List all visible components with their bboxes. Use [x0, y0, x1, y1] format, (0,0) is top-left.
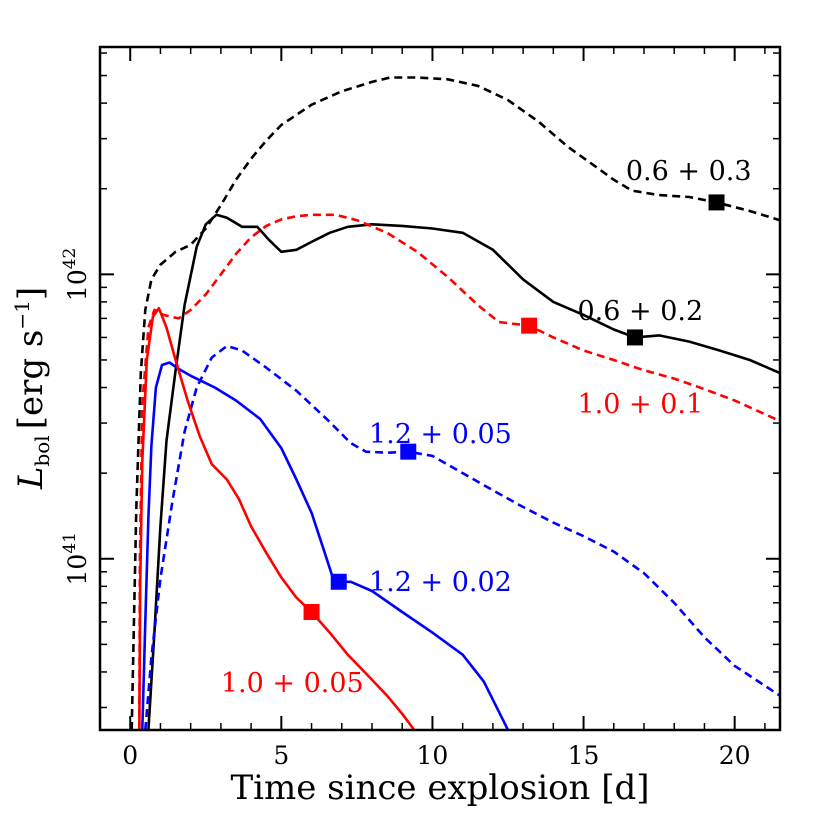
series-label-0-6-0-3: 0.6 + 0.3 — [626, 156, 752, 187]
series-label-1-0-0-1: 1.0 + 0.1 — [578, 389, 704, 420]
x-tick-label: 15 — [568, 741, 600, 770]
y-axis-label: Lbol [erg s−1] — [10, 287, 54, 490]
x-tick-label: 5 — [273, 741, 289, 770]
x-tick-label: 10 — [417, 741, 449, 770]
tick-layer: 0 5 10 15 20 1041 1042 — [60, 47, 780, 770]
series-marker-0-6-0-2 — [626, 329, 643, 346]
marker-layer — [303, 194, 725, 620]
y-axis-label-unit-exponent: −1 — [10, 300, 34, 329]
series-line-0-6-0-3 — [130, 76, 780, 730]
series-label-0-6-0-2: 0.6 + 0.2 — [578, 296, 704, 327]
y-tick-label: 1041 — [60, 532, 92, 585]
x-tick-label: 20 — [719, 741, 751, 770]
y-axis-label-unit-close: ] — [11, 287, 51, 300]
series-marker-1-0-0-1 — [521, 317, 538, 334]
x-axis-label: Time since explosion [d] — [230, 768, 649, 808]
series-marker-0-6-0-3 — [708, 194, 725, 211]
series-label-1-0-0-05: 1.0 + 0.05 — [221, 668, 364, 699]
y-axis-label-subscript: bol — [30, 435, 54, 466]
plot-frame — [98, 45, 782, 732]
series-line-1-2-0-05 — [144, 344, 780, 730]
y-axis-label-unit: [erg s — [11, 330, 51, 430]
series-line-1-0-0-05 — [138, 306, 416, 730]
series-label-1-2-0-05: 1.2 + 0.05 — [369, 419, 512, 450]
y-axis-label-symbol: L — [11, 467, 51, 491]
series-label-1-2-0-02: 1.2 + 0.02 — [369, 567, 512, 598]
series-marker-1-2-0-02 — [330, 573, 347, 590]
series-marker-1-0-0-05 — [303, 603, 320, 620]
series-marker-1-2-0-05 — [400, 443, 417, 460]
x-tick-label: 0 — [122, 741, 138, 770]
y-tick-label: 1042 — [60, 248, 92, 301]
series-line-1-0-0-1 — [138, 213, 780, 730]
series-label-layer: 0.6 + 0.3 0.6 + 0.2 1.0 + 0.1 1.2 + 0.05 1.2… — [221, 156, 752, 699]
series-line-1-2-0-02 — [141, 361, 510, 730]
